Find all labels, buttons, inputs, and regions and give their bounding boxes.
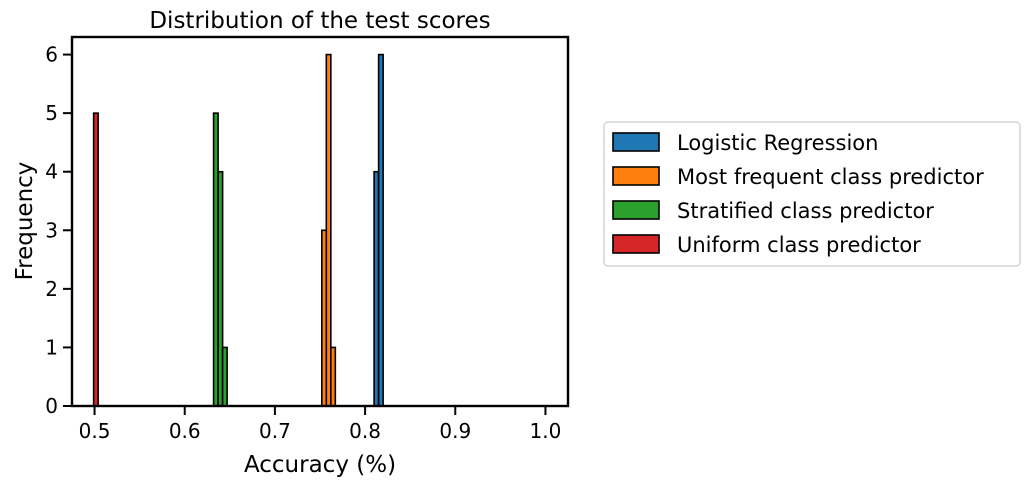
- legend-swatch: [612, 166, 660, 186]
- y-tick-label: 1: [45, 335, 58, 359]
- x-tick-label: 0.6: [169, 419, 201, 443]
- y-tick-label: 5: [45, 101, 58, 125]
- bar-stratified-class-predictor-2: [221, 346, 228, 407]
- x-tick-label: 0.5: [79, 419, 111, 443]
- bar-logistic-regression-1: [377, 53, 384, 407]
- chart-title: Distribution of the test scores: [149, 8, 490, 34]
- y-axis-label: Frequency: [12, 162, 38, 281]
- y-tick-label: 2: [45, 277, 58, 301]
- legend-swatch: [612, 234, 660, 254]
- y-tick-label: 4: [45, 160, 58, 184]
- x-axis-label: Accuracy (%): [244, 452, 396, 478]
- bar-uniform-class-predictor-0: [92, 112, 99, 407]
- legend: Logistic Regression Most frequent class p…: [603, 121, 1021, 267]
- legend-label: Logistic Regression: [677, 131, 878, 155]
- plot-frame: [70, 35, 570, 408]
- x-tick-label: 1.0: [530, 419, 562, 443]
- y-axis-ticks: 0 1 2 3 4 5 6: [45, 43, 72, 418]
- x-axis-ticks: 0.5 0.6 0.7 0.8 0.9 1.0: [79, 406, 562, 443]
- y-tick-label: 6: [45, 43, 58, 67]
- legend-label: Stratified class predictor: [677, 199, 934, 223]
- legend-swatch: [612, 132, 660, 152]
- legend-frame: [603, 121, 1021, 267]
- legend-label: Most frequent class predictor: [677, 165, 984, 189]
- legend-swatch: [612, 200, 660, 220]
- legend-label: Uniform class predictor: [677, 233, 921, 257]
- x-tick-label: 0.9: [439, 419, 471, 443]
- bars-layer: [92, 53, 384, 407]
- y-tick-label: 0: [45, 394, 58, 418]
- legend-items: Logistic Regression Most frequent class p…: [612, 131, 984, 257]
- bar-most-frequent-class-predictor-2: [330, 346, 337, 407]
- y-tick-label: 3: [45, 218, 58, 242]
- x-tick-label: 0.8: [349, 419, 381, 443]
- x-tick-label: 0.7: [259, 419, 291, 443]
